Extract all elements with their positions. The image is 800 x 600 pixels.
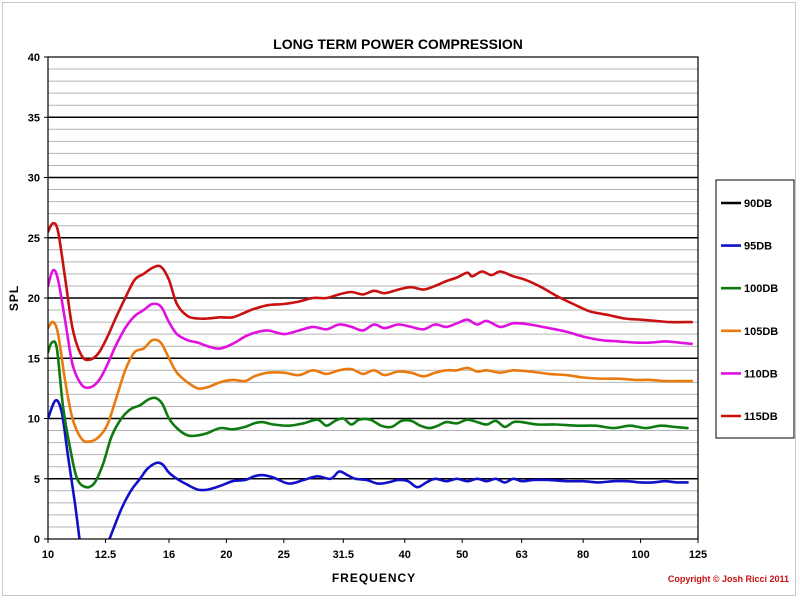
y-tick-label: 0 [34,534,40,546]
legend-box [715,179,795,439]
series-line-115db [48,221,693,362]
series-line-100db [48,340,689,489]
y-tick-label: 5 [34,474,40,486]
x-tick-label: 10 [42,549,54,561]
y-axis-title: SPL [7,285,21,311]
y-tick-label: 25 [28,233,40,245]
y-tick-label: 10 [28,414,40,426]
y-tick-label: 30 [28,173,40,185]
chart-title: LONG TERM POWER COMPRESSION [273,36,523,52]
x-tick-label: 20 [220,549,232,561]
y-tick-label: 15 [28,353,40,365]
legend-label-100db: 100DB [744,283,778,295]
legend-label-90db: 90DB [744,198,772,210]
x-tick-label: 12.5 [95,549,116,561]
x-tick-label: 50 [456,549,468,561]
x-tick-label: 100 [631,549,649,561]
minor-gridlines [48,68,698,528]
legend-label-95db: 95DB [744,241,772,253]
y-axis-ticks: 0 5 10 15 20 25 30 35 40 [28,52,48,546]
legend: 90DB 95DB 100DB 105DB 110DB 115DB [715,179,795,439]
x-tick-label: 40 [399,549,411,561]
series-line-105db [48,320,693,444]
x-tick-label: 80 [577,549,589,561]
series-line-95db [48,398,81,539]
legend-items: 90DB 95DB 100DB 105DB 110DB 115DB [721,198,778,423]
copyright-text: Copyright © Josh Ricci 2011 [668,574,789,584]
legend-label-110db: 110DB [744,368,778,380]
x-tick-label: 16 [163,549,175,561]
x-axis-title: FREQUENCY [332,571,416,585]
y-tick-label: 20 [28,293,40,305]
series-layer [48,221,693,539]
legend-label-115db: 115DB [744,411,778,423]
legend-label-105db: 105DB [744,326,778,338]
x-tick-label: 63 [516,549,528,561]
x-tick-label: 25 [278,549,290,561]
x-axis-ticks: 10 12.5 16 20 25 31.5 40 50 63 80 100 125 [42,539,707,561]
major-gridlines [48,116,698,480]
x-tick-label: 31.5 [333,549,354,561]
series-line-110db [48,268,693,390]
y-tick-label: 35 [28,112,40,124]
series-line-95db [108,461,689,539]
x-tick-label: 125 [689,549,707,561]
y-tick-label: 40 [28,52,40,64]
